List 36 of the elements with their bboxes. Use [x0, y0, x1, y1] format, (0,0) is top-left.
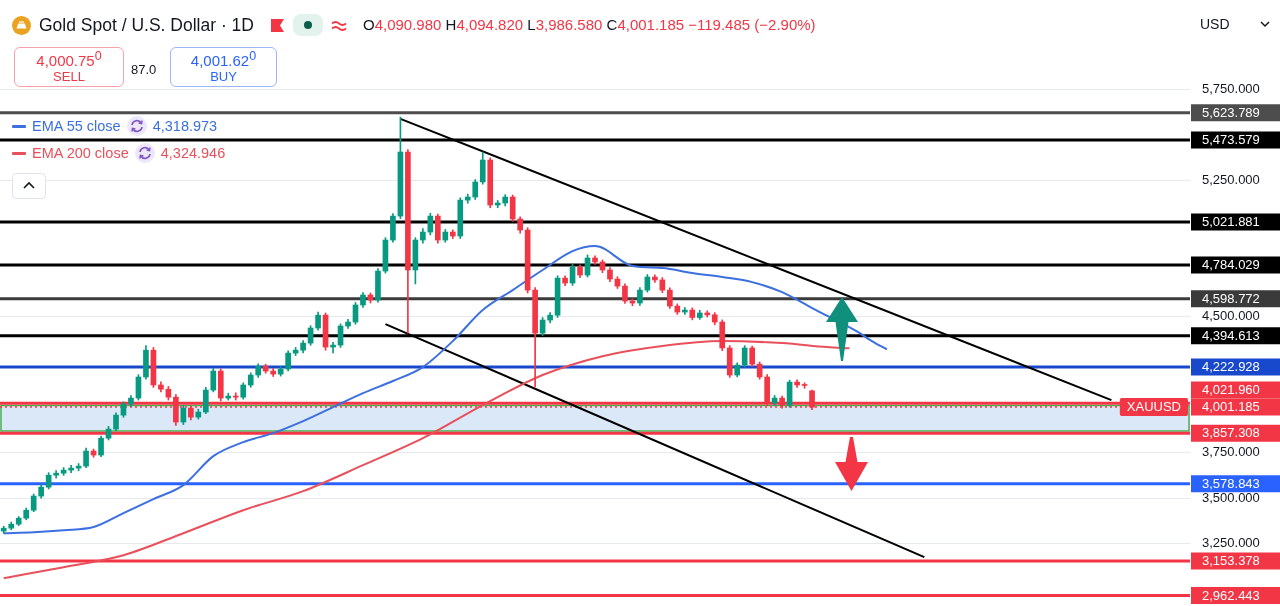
annotation: XAUUSD	[1126, 399, 1182, 415]
ref-line-label: 5,623.789	[1202, 104, 1260, 120]
text: O4,090.980 H4,094.820 L3,986.580 C4,001.185 −119.485 (−2.90%)	[362, 16, 816, 33]
annotation: 4,324.946	[160, 145, 226, 161]
y-tick-label: 4,500.000	[1202, 308, 1260, 324]
ref-line-label: 4,021.960	[1202, 382, 1260, 398]
text: USD	[1200, 16, 1230, 32]
text: Gold Spot / U.S. Dollar · 1D	[39, 14, 254, 36]
annotation: 4,000.75$^{0}$	[36, 49, 102, 70]
buy-button: 4,001.62$^{0}$ BUY	[170, 47, 277, 87]
y-tick-label: 3,500.000	[1202, 489, 1260, 505]
annotation: 4,001.62$^{0}$	[190, 49, 257, 70]
annotation: 4,318.973	[152, 118, 218, 134]
ref-line-label: 4,784.029	[1202, 257, 1260, 273]
ref-line-label: 4,001.185	[1202, 399, 1260, 415]
legend-label: EMA 200 close	[32, 145, 129, 161]
annotation: 87.0	[131, 62, 157, 77]
ref-line-label: 4,222.928	[1202, 358, 1260, 374]
ref-line-label: 3,153.378	[1202, 553, 1260, 569]
ref-line-label: 4,394.613	[1202, 327, 1260, 343]
y-tick-label: 5,750.000	[1202, 81, 1260, 97]
ref-line-label: 5,473.579	[1202, 132, 1260, 148]
ref-line-label: 4,598.772	[1202, 290, 1260, 306]
ref-line-label: 3,857.308	[1202, 425, 1260, 441]
ref-line-label: 3,578.843	[1202, 475, 1260, 491]
sell-button: 4,000.75$^{0}$ SELL	[14, 47, 124, 87]
ref-line-label: 2,962.443	[1202, 587, 1260, 603]
annotation: SELL	[53, 68, 85, 85]
y-tick-label: 3,250.000	[1202, 534, 1260, 550]
y-tick-label: 3,750.000	[1202, 444, 1260, 460]
y-tick-label: 5,250.000	[1202, 172, 1260, 188]
line-series	[2, 245, 888, 535]
ref-line-label: 5,021.881	[1202, 214, 1260, 229]
annotation: BUY	[210, 68, 237, 85]
line-series	[2, 340, 851, 580]
legend-label: EMA 55 close	[32, 118, 121, 134]
